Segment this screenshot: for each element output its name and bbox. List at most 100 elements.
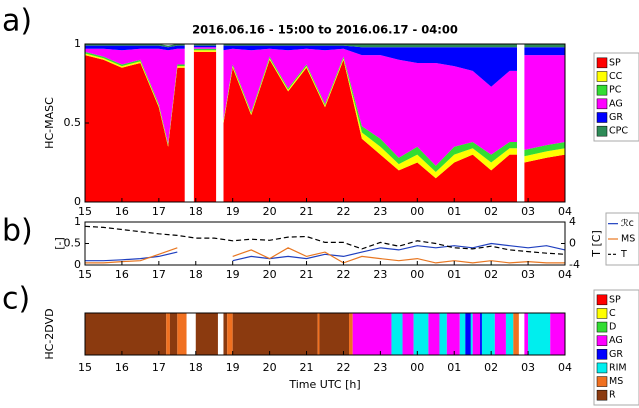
legend-swatch: [596, 98, 608, 110]
legend: SP CC PC AG GR CPC: [593, 52, 639, 142]
y-tick-label: 0.5: [64, 116, 82, 129]
class-segment: [317, 313, 320, 355]
area-segment: [223, 58, 517, 179]
legend-label: CPC: [609, 126, 628, 137]
x-tick-label: 19: [226, 205, 240, 218]
class-segment: [391, 313, 403, 355]
area-segment: [85, 55, 185, 202]
plot-area: [85, 313, 565, 355]
x-tick-label: 04: [558, 361, 572, 374]
x-tick-label: 18: [189, 205, 203, 218]
x-tick-label: 02: [484, 205, 498, 218]
y2-tick-label: -4: [569, 258, 580, 271]
area-segment: [193, 50, 217, 52]
x-tick-label: 03: [521, 205, 535, 218]
x-tick-label: 16: [115, 205, 129, 218]
line: [232, 247, 565, 264]
class-segment: [459, 313, 466, 355]
x-tick-label: 04: [558, 268, 572, 281]
legend-swatch: [596, 335, 608, 346]
class-segment: [439, 313, 447, 355]
area-segment: [193, 51, 217, 203]
line: [84, 225, 566, 255]
x-tick-label: 03: [521, 268, 535, 281]
legend-frame: [593, 289, 639, 406]
plot-frame: [84, 312, 566, 356]
x-tick-label: 22: [336, 268, 350, 281]
x-tick-label: 23: [373, 268, 387, 281]
x-axis-label: Time UTC [h]: [288, 378, 360, 391]
legend-label: RIM: [609, 362, 627, 373]
line: [85, 247, 178, 264]
legend-label: C: [609, 308, 616, 319]
x-tick-label: 02: [484, 361, 498, 374]
x-tick-label: 15: [78, 361, 92, 374]
area-segment: [524, 55, 565, 150]
class-segment: [166, 313, 170, 355]
panel-label: c): [2, 282, 30, 317]
class-segment: [446, 313, 460, 355]
x-tick-label: 18: [189, 361, 203, 374]
legend-swatch: [596, 125, 608, 137]
class-segment: [494, 313, 506, 355]
class-segment: [223, 313, 228, 355]
class-segment: [413, 313, 429, 355]
class-segment: [505, 313, 514, 355]
class-segment: [402, 313, 414, 355]
area-segment: [85, 48, 185, 144]
x-tick-label: 19: [226, 361, 240, 374]
area-segment: [524, 44, 565, 48]
line: [232, 242, 566, 262]
class-segment: [352, 313, 392, 355]
legend-swatch: [596, 308, 608, 319]
x-tick-label: 20: [263, 361, 277, 374]
y-tick-label: 1: [74, 37, 81, 50]
legend-label: AG: [609, 335, 623, 346]
class-segment: [513, 313, 519, 355]
x-tick-label: 03: [521, 361, 535, 374]
y-tick-label: 0.5: [64, 237, 82, 250]
y2-axis-label: T [C]: [590, 230, 603, 257]
y-tick-label: 0: [74, 258, 81, 271]
legend-swatch: [596, 376, 608, 387]
class-segment: [472, 313, 481, 355]
x-tick-label: 16: [115, 361, 129, 374]
area-segment: [85, 45, 185, 51]
class-segment: [85, 313, 167, 355]
y-axis-label: [-]: [53, 237, 66, 250]
panel-label: a): [2, 4, 32, 39]
plot-area: [84, 225, 566, 264]
x-tick-label: 17: [152, 361, 166, 374]
x-tick-label: 20: [263, 205, 277, 218]
x-tick-label: 01: [447, 205, 461, 218]
x-tick-label: 00: [410, 268, 424, 281]
legend-swatch: [596, 57, 608, 69]
class-segment: [227, 313, 233, 355]
legend-label: MS: [621, 234, 635, 245]
legend-swatch: [596, 294, 608, 306]
legend-label: R: [609, 390, 616, 401]
y-axis-label: HC-MASC: [43, 97, 56, 149]
legend-label: ℛc: [621, 218, 634, 229]
x-tick-label: 17: [152, 205, 166, 218]
x-tick-label: 23: [373, 361, 387, 374]
legend-label: PC: [609, 85, 622, 96]
x-tick-label: 22: [336, 205, 350, 218]
legend: ℛc MS T: [605, 212, 639, 266]
line: [85, 251, 178, 262]
x-tick-label: 21: [300, 268, 314, 281]
legend-swatch: [596, 84, 608, 96]
class-segment: [528, 313, 551, 355]
class-segment: [195, 313, 218, 355]
legend-swatch: [596, 71, 608, 82]
x-tick-label: 22: [336, 361, 350, 374]
class-segment: [319, 313, 349, 355]
legend-frame: [605, 212, 639, 266]
area-segment: [193, 45, 217, 48]
area-segment: [193, 48, 217, 51]
area-segment: [223, 45, 517, 87]
area-segment: [223, 44, 517, 48]
area-segment: [524, 142, 565, 157]
legend-swatch: [596, 349, 608, 360]
